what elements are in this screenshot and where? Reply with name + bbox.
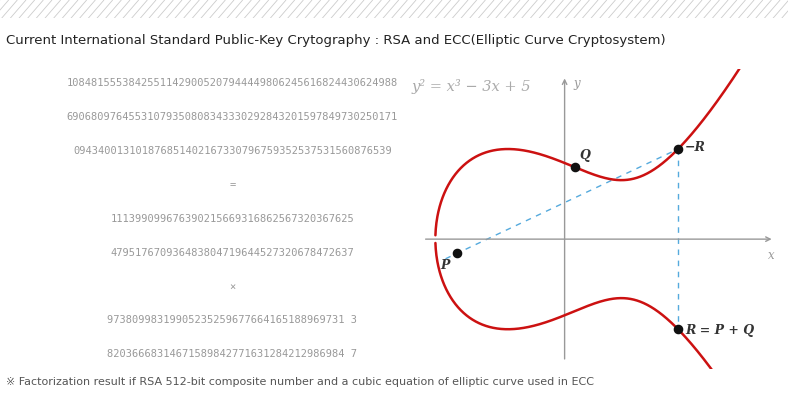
Text: R = P + Q: R = P + Q bbox=[685, 324, 754, 337]
Point bbox=[451, 250, 463, 257]
Text: −R: −R bbox=[685, 141, 706, 154]
Text: Current International Standard Public-Key Crytography : RSA and ECC(Elliptic Cur: Current International Standard Public-Ke… bbox=[6, 34, 666, 47]
Text: 82036668314671589842771631284212986984 7: 82036668314671589842771631284212986984 7 bbox=[107, 350, 358, 359]
Text: 479517670936483804719644527320678472637: 479517670936483804719644527320678472637 bbox=[110, 247, 355, 258]
Point bbox=[568, 164, 581, 171]
Text: =: = bbox=[229, 180, 236, 190]
Text: y: y bbox=[573, 77, 580, 90]
Text: Q: Q bbox=[579, 149, 590, 162]
Text: P: P bbox=[440, 258, 450, 271]
Text: 69068097645531079350808343330292843201597849730250171: 6906809764553107935080834333029284320159… bbox=[67, 112, 398, 122]
Text: ※ Factorization result if RSA 512-bit composite number and a cubic equation of e: ※ Factorization result if RSA 512-bit co… bbox=[6, 377, 594, 388]
Text: x: x bbox=[768, 249, 775, 262]
Text: 111399099676390215669316862567320367625: 111399099676390215669316862567320367625 bbox=[110, 214, 355, 224]
Point bbox=[671, 326, 684, 333]
Text: 10848155538425511429005207944449806245616824430624988: 1084815553842551142900520794444980624561… bbox=[67, 78, 398, 88]
Text: ×: × bbox=[229, 281, 236, 292]
Point bbox=[671, 146, 684, 152]
Text: 094340013101876851402167330796759352537531560876539: 0943400131018768514021673307967593525375… bbox=[73, 146, 392, 156]
Text: 97380998319905235259677664165188969731 3: 97380998319905235259677664165188969731 3 bbox=[107, 315, 358, 326]
Text: y² = x³ − 3x + 5: y² = x³ − 3x + 5 bbox=[411, 79, 531, 94]
